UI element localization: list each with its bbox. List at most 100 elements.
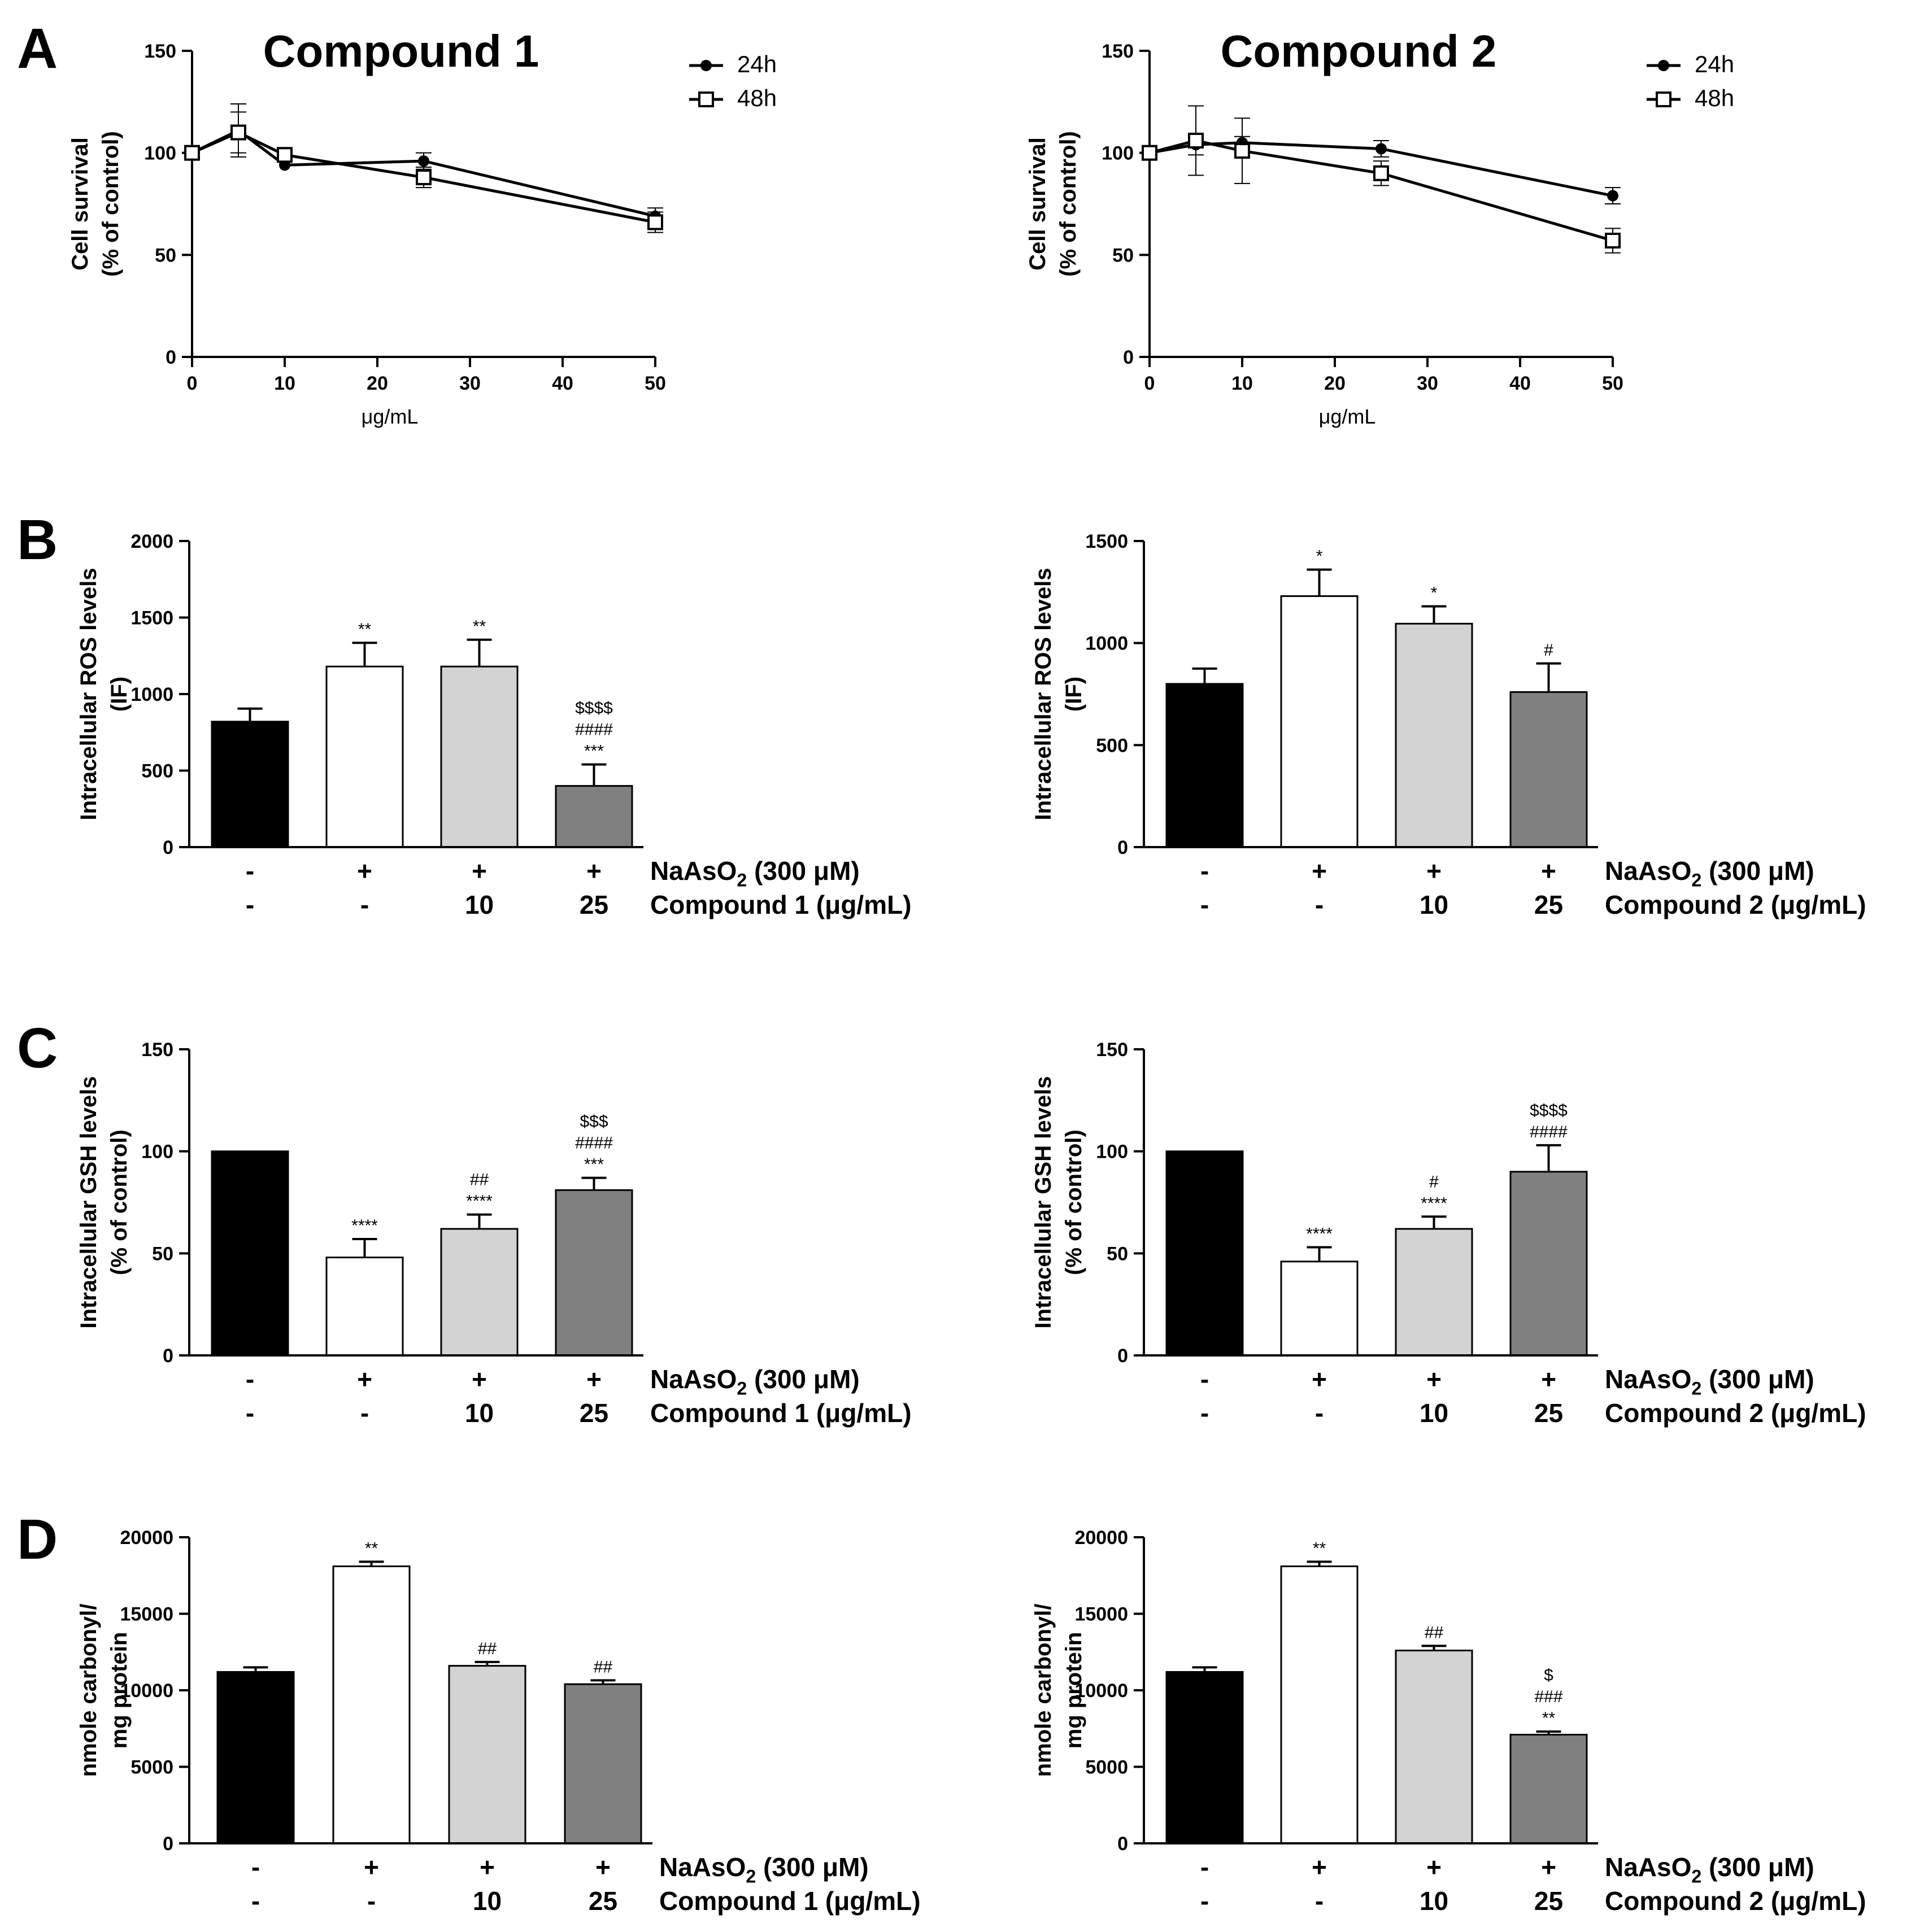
condition-label: NaAsO2 (300 μM) — [1605, 1852, 1814, 1887]
significance-annotation: **** — [1421, 1194, 1447, 1213]
y-tick-label: 100 — [1102, 143, 1134, 164]
legend-label: 24h — [1695, 51, 1734, 77]
significance-annotation: * — [1316, 547, 1323, 566]
y-tick-label: 100 — [141, 1141, 173, 1163]
y-tick-label: 50 — [1112, 245, 1134, 266]
bar-group-3: $$$$ #### *** — [555, 699, 633, 848]
condition-value: 25 — [1534, 1886, 1563, 1916]
y-tick-label: 20000 — [120, 1527, 173, 1549]
panel-letter-c: C — [17, 1017, 58, 1080]
condition-value: + — [1426, 1364, 1442, 1394]
y-axis-label: nmole carbonyl/ — [1031, 1604, 1056, 1777]
significance-annotation: # — [1544, 641, 1553, 660]
bar-group-0 — [216, 1666, 295, 1844]
condition-label: Compound 1 (μg/mL) — [650, 890, 912, 919]
significance-annotation: ### — [1534, 1687, 1562, 1706]
chart-c1: C 0 50 100 150 Intracellular GSH levels (% of … — [17, 1017, 912, 1428]
series-48h: 48h — [184, 85, 777, 233]
bar-group-3: $$$$ #### — [1509, 1101, 1588, 1357]
condition-value: - — [1200, 890, 1209, 919]
y-tick-label: 5000 — [130, 1757, 173, 1778]
y-axis-label: Intracellular GSH levels — [1031, 1076, 1056, 1329]
bar-group-3: ## — [564, 1658, 642, 1844]
y-tick-label: 1000 — [1085, 633, 1128, 655]
bar-group-1: ** — [1280, 1539, 1359, 1844]
legend-marker — [1658, 60, 1669, 71]
y-axis-label: (% of control) — [107, 1129, 132, 1275]
condition-value: + — [1312, 856, 1327, 886]
series-24h: 24h — [186, 51, 777, 225]
y-axis-label: (% of control) — [1056, 131, 1081, 277]
condition-value: 25 — [1534, 890, 1563, 919]
bar — [325, 1257, 404, 1357]
y-tick-label: 0 — [1117, 1833, 1128, 1855]
y-axis-label: (IF) — [107, 677, 132, 712]
condition-value: - — [1200, 1364, 1209, 1394]
y-tick-label: 0 — [1117, 837, 1128, 858]
condition-label: Compound 2 (μg/mL) — [1605, 1886, 1866, 1916]
condition-value: - — [360, 1398, 369, 1428]
chart-a2: 0 50 100 150 Cell survival (% of control) 0 10 2… — [1025, 26, 1734, 428]
significance-annotation: ** — [473, 617, 486, 636]
bar — [1165, 1671, 1244, 1844]
bar-group-0 — [1165, 1666, 1244, 1844]
panel-letter-a: A — [17, 17, 58, 80]
bar — [564, 1683, 642, 1844]
bar-group-3: # — [1509, 641, 1588, 848]
y-tick-label: 2000 — [130, 531, 173, 552]
condition-value: + — [357, 1364, 372, 1394]
bar — [1509, 691, 1588, 848]
bar-group-1: ** — [332, 1539, 411, 1844]
bar-group-1: **** — [325, 1216, 404, 1357]
bar — [1280, 1261, 1359, 1357]
condition-value: - — [246, 856, 254, 886]
condition-value: - — [251, 1852, 260, 1882]
condition-value: 25 — [580, 1398, 608, 1428]
bar — [211, 1150, 289, 1357]
data-point — [230, 124, 246, 141]
data-point — [1605, 233, 1621, 249]
significance-annotation: $$$$ — [575, 699, 613, 718]
chart-a1: A 0 50 100 150 Cell survival (% of control) 0 10… — [17, 17, 777, 428]
condition-value: - — [246, 1398, 254, 1428]
condition-value: 25 — [580, 890, 608, 919]
y-tick-label: 1500 — [1085, 531, 1128, 552]
condition-value: - — [1315, 1398, 1324, 1428]
legend-label: 48h — [1695, 85, 1734, 111]
bar — [211, 721, 289, 848]
data-point — [416, 169, 432, 186]
y-tick-label: 0 — [1123, 347, 1134, 368]
condition-value: - — [246, 890, 254, 919]
legend-label: 24h — [737, 51, 777, 77]
x-tick-label: 40 — [552, 373, 573, 394]
bar-group-1: ** — [325, 620, 404, 848]
y-tick-label: 50 — [1107, 1243, 1128, 1264]
condition-value: - — [246, 1364, 254, 1394]
condition-value: - — [367, 1886, 376, 1916]
condition-label: NaAsO2 (300 μM) — [1605, 856, 1814, 891]
legend-label: 48h — [737, 85, 777, 111]
panel-letter-d: D — [17, 1508, 58, 1571]
chart-title: Compound 1 — [263, 26, 539, 76]
y-axis-label: mg protein — [1061, 1632, 1086, 1749]
significance-annotation: #### — [1530, 1123, 1568, 1141]
condition-value: 25 — [589, 1886, 617, 1916]
bar — [555, 785, 633, 848]
legend-marker — [1656, 91, 1671, 107]
y-tick-label: 1500 — [130, 608, 173, 629]
condition-value: - — [251, 1886, 260, 1916]
bar-group-2: ** — [440, 617, 519, 848]
x-tick-label: 40 — [1509, 373, 1531, 394]
significance-annotation: *** — [584, 742, 604, 761]
significance-annotation: #### — [575, 1134, 613, 1153]
condition-value: 10 — [465, 890, 494, 919]
significance-annotation: $$$$ — [1530, 1101, 1568, 1120]
chart-b1: B 0 500 1000 1500 2000 Intracellular ROS level… — [17, 508, 912, 919]
bar — [216, 1671, 295, 1844]
chart-d1: D 0 5000 10000 15000 20000 nmole carbonyl/mg p… — [17, 1508, 921, 1916]
chart-b2: 0 500 1000 1500 Intracellular ROS levels (IF)… — [1031, 531, 1866, 919]
condition-value: + — [472, 1364, 487, 1394]
legend-marker — [700, 60, 712, 71]
bar-group-1: * — [1280, 547, 1359, 848]
